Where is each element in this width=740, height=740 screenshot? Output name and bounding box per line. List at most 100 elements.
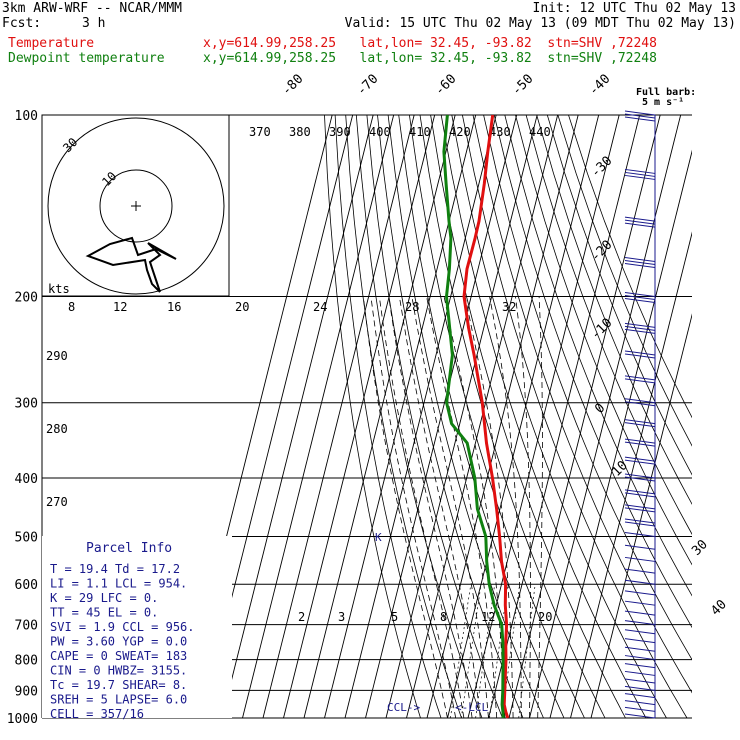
dry-adiabat-line [409, 115, 585, 719]
isotherm-line [488, 115, 641, 719]
theta-label: 380 [289, 125, 311, 139]
wind-barb [624, 579, 656, 585]
theta-label: 430 [489, 125, 511, 139]
wind-barb [624, 473, 656, 479]
wind-barb [624, 700, 656, 706]
wind-barb [624, 476, 656, 482]
isotherm-label: -10 [588, 316, 615, 343]
pressure-tick-label: 900 [15, 684, 38, 699]
dewpoint-profile [442, 115, 505, 719]
wind-barb [624, 260, 656, 266]
valid-time: Valid: 15 UTC Thu 02 May 13 (09 MDT Thu … [344, 16, 736, 31]
wind-barb [624, 544, 656, 550]
parcel-info-row: CELL = 357/16 [50, 707, 144, 721]
wind-barb [624, 263, 656, 269]
wind-barb [624, 216, 656, 222]
dry-adiabat-line [440, 115, 647, 719]
temperature-legend: Temperature [8, 36, 95, 51]
wind-barb [624, 521, 656, 527]
wind-barb [624, 401, 656, 407]
dry-adiabat-line [334, 115, 442, 719]
wind-barb [624, 459, 656, 465]
isotherm-line [303, 115, 456, 719]
lcl-marker: <-LCL [455, 701, 488, 714]
parcel-info-row: CAPE = 0 SWEAT= 183 [50, 649, 187, 663]
wind-barb [624, 353, 656, 359]
theta-label: 390 [329, 125, 351, 139]
wind-barb [624, 257, 656, 263]
isotherm-label: -60 [432, 72, 459, 99]
wind-barb [624, 222, 656, 228]
dry-adiabat-line [536, 115, 692, 505]
mixing-ratio-label: 2 [298, 610, 305, 624]
wind-barb [624, 419, 656, 425]
mixing-ratio-label: 3 [338, 610, 345, 624]
mixing-ratio-label: 12 [113, 300, 127, 314]
wind-barb [624, 441, 656, 447]
dry-adiabat-line [525, 115, 692, 535]
hodograph-units: kts [48, 282, 70, 296]
mixing-ratio-label: 16 [167, 300, 181, 314]
wind-barb [624, 620, 656, 626]
pressure-tick-label: 800 [15, 654, 38, 669]
mixing-ratio-label: 5 [391, 610, 398, 624]
wind-barb [624, 375, 656, 381]
wind-barb [624, 518, 656, 524]
moist-adiabat-line [378, 296, 465, 719]
dry-adiabat-line [451, 115, 667, 719]
dry-adiabat-line [387, 115, 544, 719]
wind-barb [624, 693, 656, 699]
hodograph-ring [47, 117, 225, 295]
wind-barb [624, 507, 656, 513]
isotherm-line [221, 115, 374, 719]
mixing-ratio-label: 8 [68, 300, 75, 314]
k-index-marker: K [375, 531, 382, 544]
dry-adiabat-line [504, 115, 692, 597]
theta-label: 410 [409, 125, 431, 139]
theta-e-label: 270 [46, 495, 68, 509]
dry-adiabat-line [345, 115, 462, 719]
isotherm-line [426, 115, 579, 719]
pressure-tick-label: 700 [15, 619, 38, 634]
wind-barb [624, 322, 656, 328]
dry-adiabat-line [493, 115, 692, 629]
mixing-ratio-label: 32 [502, 300, 516, 314]
isotherm-label: -80 [279, 72, 306, 99]
dry-adiabat-line [324, 115, 421, 719]
isotherm-label: 40 [708, 597, 730, 619]
pressure-tick-label: 400 [15, 472, 38, 487]
barb-legend-units: 5 m s⁻¹ [642, 97, 684, 108]
wind-barb [624, 174, 656, 180]
hodograph-ring [99, 169, 173, 243]
isotherm-line [283, 115, 436, 719]
isotherm-line [262, 115, 415, 719]
isotherm-label: -30 [588, 154, 615, 181]
moist-adiabat-line [388, 296, 473, 719]
wind-barb [624, 298, 656, 304]
wind-barb [624, 706, 656, 712]
dry-adiabat-line [366, 115, 503, 719]
moist-adiabat-line [362, 296, 448, 719]
wind-barb [624, 713, 656, 719]
isotherm-line [549, 149, 692, 719]
wind-barb [624, 116, 656, 122]
isotherm-line [324, 115, 477, 719]
wind-barb [624, 378, 656, 384]
dry-adiabat-line [462, 115, 688, 719]
wind-barb [624, 219, 656, 225]
wind-barb [624, 113, 656, 119]
wind-barb [624, 110, 656, 116]
parcel-info-row: T = 19.4 Td = 17.2 [50, 562, 180, 576]
dry-adiabat-line [430, 115, 626, 719]
wind-barb [624, 556, 656, 562]
hodograph-trace [85, 236, 177, 293]
theta-e-label: 280 [46, 422, 68, 436]
wind-barb [624, 456, 656, 462]
parcel-info-row: Tc = 19.7 SHEAR= 8. [50, 678, 187, 692]
dry-adiabat-line [483, 115, 692, 661]
theta-label: 400 [369, 125, 391, 139]
forecast-hour: 3 h [82, 16, 106, 31]
wind-barb [624, 171, 656, 177]
wind-barb [624, 678, 656, 684]
